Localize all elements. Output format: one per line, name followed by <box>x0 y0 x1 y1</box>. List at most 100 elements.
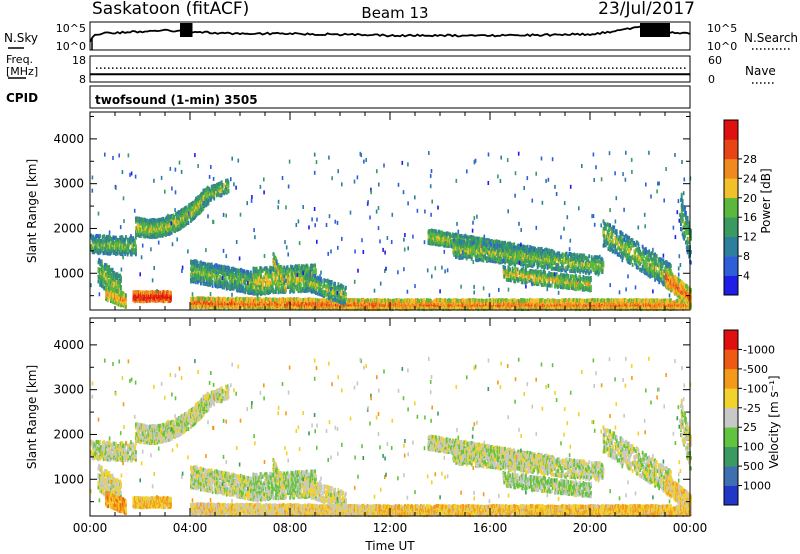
echo-cell <box>235 267 237 272</box>
echo-cell <box>495 306 498 311</box>
frequency-panel: 18 8 60 0 Freq. [MHz] Nave <box>6 53 776 86</box>
nsky-spike <box>640 23 650 37</box>
echo-cell <box>435 300 438 305</box>
echo-cell <box>215 299 218 304</box>
power-echo-cells <box>90 150 692 312</box>
echo-cell <box>227 180 230 185</box>
echo-cell <box>522 307 525 311</box>
beam-title: Beam 13 <box>361 4 428 22</box>
echo-cell <box>125 297 127 302</box>
echo-cell <box>100 261 103 266</box>
echo-cell <box>107 298 110 302</box>
echo-cell <box>95 233 98 238</box>
echo-cell <box>110 289 112 294</box>
echo-cell <box>100 279 103 284</box>
echo-cell <box>109 278 112 283</box>
echo-cell <box>120 275 122 280</box>
echo-cell <box>105 275 107 280</box>
echo-cell <box>215 193 218 198</box>
echo-cell <box>135 244 137 249</box>
echo-cell <box>122 291 125 296</box>
echo-cell <box>125 293 127 298</box>
echo-cell <box>111 239 114 244</box>
echo-cell <box>515 305 518 309</box>
echo-cell <box>253 285 256 290</box>
echo-cell <box>282 297 285 302</box>
echo-cell <box>102 283 105 288</box>
echo-cell <box>180 226 182 230</box>
echo-cell <box>400 306 403 311</box>
echo-cell <box>133 242 136 247</box>
echo-cell <box>413 305 416 309</box>
echo-cell <box>513 298 516 302</box>
echo-cell <box>192 200 195 205</box>
echo-cell <box>125 301 127 306</box>
echo-cell <box>113 235 116 240</box>
echo-cell <box>104 236 107 241</box>
echo-cell <box>387 306 390 311</box>
echo-cell <box>437 298 440 302</box>
echo-cell <box>120 246 123 251</box>
echo-cell <box>103 269 106 274</box>
echo-cell <box>254 297 257 302</box>
cpid-panel-frame <box>89 85 691 109</box>
echo-cell <box>598 298 601 303</box>
echo-cell <box>261 268 264 273</box>
echo-cell <box>266 304 269 309</box>
echo-cell <box>128 242 131 247</box>
echo-cell <box>135 251 137 256</box>
echo-cell <box>95 246 97 251</box>
echo-cell <box>103 234 106 239</box>
echo-cell <box>263 286 266 291</box>
freq-left-tick-bottom: 8 <box>79 73 86 86</box>
echo-cell <box>202 261 205 266</box>
echo-cell <box>387 298 390 303</box>
echo-cell <box>110 286 112 291</box>
echo-cell <box>263 297 266 302</box>
echo-cell <box>229 269 232 274</box>
echo-cell <box>204 196 207 201</box>
echo-cell <box>116 272 119 277</box>
echo-cell <box>100 259 103 264</box>
echo-cell <box>132 236 135 241</box>
noise-right-tick-top: 10^5 <box>707 22 737 35</box>
echo-cell <box>116 276 119 281</box>
echo-cell <box>165 232 168 236</box>
echo-cell <box>391 307 394 311</box>
echo-cell <box>140 233 142 238</box>
echo-cell <box>211 279 214 284</box>
echo-cell <box>220 189 222 194</box>
echo-cell <box>268 302 271 307</box>
echo-cell <box>227 188 230 193</box>
echo-cell <box>300 298 302 303</box>
echo-cell <box>139 290 142 295</box>
echo-cell <box>163 222 166 227</box>
echo-cell <box>258 290 261 295</box>
nsky-spike <box>91 38 93 50</box>
echo-cell <box>625 298 628 303</box>
echo-cell <box>97 251 100 256</box>
noise-right-tick-bottom: 10^0 <box>707 40 737 53</box>
echo-cell <box>101 239 104 244</box>
echo-cell <box>192 210 195 215</box>
echo-cell <box>469 307 472 311</box>
echo-cell <box>234 305 237 310</box>
echo-cell <box>97 248 100 253</box>
freq-label-line1: Freq. <box>6 53 33 66</box>
echo-cell <box>208 297 211 301</box>
echo-cell <box>156 234 159 239</box>
noise-left-tick-top: 10^5 <box>56 22 86 35</box>
echo-cell <box>145 226 147 231</box>
echo-cell <box>423 307 426 312</box>
echo-cell <box>210 189 213 194</box>
echo-cell <box>90 234 93 239</box>
echo-cell <box>384 298 387 303</box>
echo-cell <box>124 237 127 242</box>
echo-cell <box>104 251 107 256</box>
echo-cell <box>170 296 172 301</box>
echo-cell <box>205 197 208 202</box>
echo-cell <box>124 242 127 247</box>
echo-cell <box>251 296 254 301</box>
echo-cell <box>92 234 95 239</box>
